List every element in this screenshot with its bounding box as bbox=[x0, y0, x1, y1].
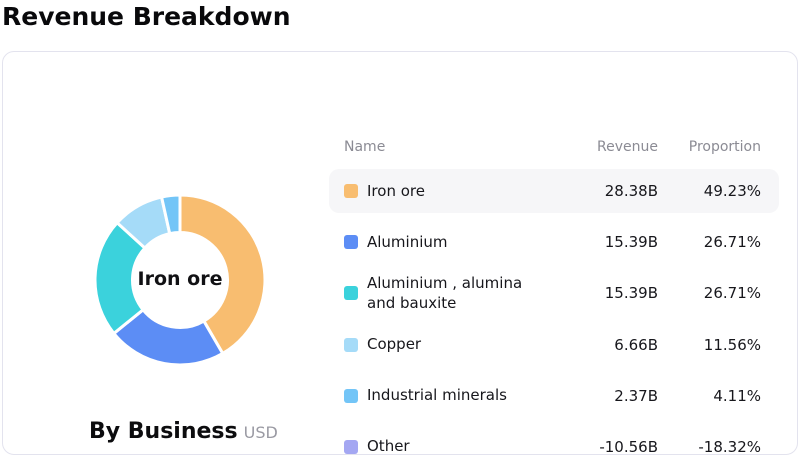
table-header: Name Revenue Proportion bbox=[329, 136, 779, 158]
revenue-card: Iron ore By Business USD Name Revenue Pro… bbox=[2, 51, 798, 456]
legend-swatch-industrial-minerals bbox=[344, 388, 358, 403]
row-proportion: 4.11% bbox=[713, 386, 761, 405]
row-revenue: -10.56B bbox=[599, 437, 658, 456]
chart-caption: By Business USD bbox=[89, 419, 278, 444]
row-proportion: 11.56% bbox=[703, 335, 761, 354]
table-row-aluminium-alumina-bauxite[interactable]: Aluminium , alumina and bauxite 15.39B 2… bbox=[329, 271, 779, 316]
legend-swatch-aluminium bbox=[344, 235, 358, 249]
caption-title: By Business bbox=[89, 419, 238, 444]
donut-slice-iron-ore[interactable] bbox=[178, 193, 267, 355]
donut-svg bbox=[93, 193, 267, 367]
row-proportion: -18.32% bbox=[698, 437, 761, 456]
donut-slice-industrial-minerals[interactable] bbox=[160, 193, 182, 236]
caption-unit: USD bbox=[243, 423, 278, 442]
row-name: Industrial minerals bbox=[367, 386, 507, 405]
table-row-iron-ore[interactable]: Iron ore 28.38B 49.23% bbox=[329, 169, 779, 213]
row-name: Iron ore bbox=[367, 181, 425, 200]
legend-swatch-alumina bbox=[344, 286, 358, 301]
legend-swatch-iron-ore bbox=[344, 184, 358, 198]
table-row-aluminium[interactable]: Aluminium 15.39B 26.71% bbox=[329, 220, 779, 264]
row-name: Aluminium bbox=[367, 232, 448, 251]
row-proportion: 49.23% bbox=[703, 182, 761, 200]
header-revenue: Revenue bbox=[597, 139, 658, 155]
row-name: Copper bbox=[367, 335, 422, 354]
row-revenue: 2.37B bbox=[614, 386, 658, 405]
results-table: Name Revenue Proportion Iron ore 28.38B … bbox=[329, 136, 779, 463]
header-proportion: Proportion bbox=[688, 139, 761, 155]
row-proportion: 26.71% bbox=[703, 284, 761, 303]
legend-swatch-other bbox=[344, 439, 358, 454]
row-name: Other bbox=[367, 437, 410, 456]
legend-swatch-copper bbox=[344, 337, 358, 352]
table-rows: Iron ore 28.38B 49.23% Aluminium 15.39B … bbox=[329, 169, 779, 463]
row-revenue: 15.39B bbox=[604, 284, 658, 303]
table-row-other[interactable]: Other -10.56B -18.32% bbox=[329, 425, 779, 463]
header-name: Name bbox=[344, 139, 386, 155]
table-row-copper[interactable]: Copper 6.66B 11.56% bbox=[329, 323, 779, 367]
row-revenue: 28.38B bbox=[604, 182, 658, 200]
row-revenue: 15.39B bbox=[604, 233, 658, 251]
donut-chart: Iron ore bbox=[83, 183, 277, 377]
row-name: Aluminium , alumina and bauxite bbox=[367, 274, 523, 313]
row-proportion: 26.71% bbox=[703, 233, 761, 251]
table-row-industrial-minerals[interactable]: Industrial minerals 2.37B 4.11% bbox=[329, 374, 779, 418]
row-revenue: 6.66B bbox=[614, 335, 658, 354]
page-title: Revenue Breakdown bbox=[2, 2, 291, 31]
